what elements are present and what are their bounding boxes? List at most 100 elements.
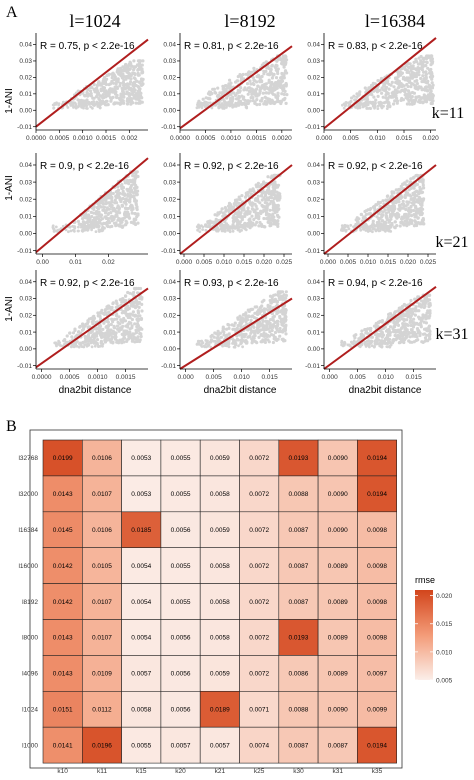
data-point xyxy=(102,89,106,94)
data-point xyxy=(101,225,105,229)
data-point xyxy=(409,298,413,303)
data-point xyxy=(250,315,254,319)
data-point xyxy=(228,104,232,108)
x-tick-label: 0.015 xyxy=(380,259,397,266)
heatmap-cell-label: 0.0058 xyxy=(210,635,230,642)
data-point xyxy=(128,330,132,334)
data-point xyxy=(219,335,223,339)
data-point xyxy=(83,212,87,216)
x-tick-label: 0.025 xyxy=(276,259,293,266)
data-point xyxy=(380,91,384,95)
data-point xyxy=(258,88,262,93)
data-point xyxy=(128,86,132,91)
data-point xyxy=(90,228,93,232)
heatmap-row-label: l16384 xyxy=(18,527,38,534)
data-point xyxy=(104,201,108,205)
heatmap-cell xyxy=(317,619,358,656)
data-point xyxy=(271,189,275,193)
data-point xyxy=(231,327,235,331)
data-point xyxy=(140,71,145,75)
data-point xyxy=(136,71,140,75)
data-point xyxy=(381,339,384,343)
data-point xyxy=(429,59,433,63)
data-point xyxy=(244,102,248,105)
data-point xyxy=(243,225,247,229)
heatmap-cell xyxy=(160,475,201,513)
data-point xyxy=(91,223,95,227)
data-point xyxy=(133,189,138,193)
data-point xyxy=(255,80,259,84)
x-tick-label: 0.010 xyxy=(360,259,377,266)
data-point xyxy=(403,215,407,219)
data-point xyxy=(114,221,118,225)
heatmap-cell-label: 0.0087 xyxy=(328,742,348,749)
heatmap-column-label: k31 xyxy=(333,768,344,775)
data-point xyxy=(366,228,369,231)
data-point xyxy=(115,324,120,328)
heatmap-cell-label: 0.0089 xyxy=(328,671,348,678)
data-point xyxy=(123,63,128,67)
data-point xyxy=(425,56,429,60)
data-point xyxy=(365,107,369,110)
heatmap-column-label: k20 xyxy=(175,768,186,775)
data-point xyxy=(86,220,90,225)
data-point xyxy=(131,310,135,314)
data-point xyxy=(414,96,418,100)
y-tick-label: 0.04 xyxy=(163,279,176,286)
data-point xyxy=(428,329,432,334)
heatmap-cell xyxy=(239,511,280,548)
data-point xyxy=(257,224,261,228)
data-point xyxy=(372,95,376,99)
data-point xyxy=(101,93,105,97)
data-point xyxy=(258,102,262,106)
data-point xyxy=(279,320,283,324)
data-point xyxy=(237,211,241,215)
data-point xyxy=(389,341,392,345)
data-point xyxy=(340,224,344,228)
data-point xyxy=(358,92,362,96)
data-point xyxy=(105,307,109,311)
data-point xyxy=(384,198,388,202)
data-point xyxy=(124,294,128,298)
data-point xyxy=(266,338,270,342)
data-point xyxy=(105,224,109,228)
heatmap-cell xyxy=(239,475,280,513)
data-point xyxy=(83,102,87,106)
data-point xyxy=(80,345,84,348)
x-tick-label: 0.002 xyxy=(121,135,138,142)
data-point xyxy=(379,105,383,108)
data-point xyxy=(357,337,361,341)
point-cloud xyxy=(340,293,432,349)
data-point xyxy=(344,102,347,106)
data-point xyxy=(87,317,91,321)
data-point xyxy=(374,228,377,232)
data-point xyxy=(134,305,138,309)
data-point xyxy=(386,208,391,212)
data-point xyxy=(427,327,431,331)
correlation-annotation: R = 0.81, p < 2.2e-16 xyxy=(184,41,279,52)
data-point xyxy=(410,320,415,325)
y-tick-label: 0.02 xyxy=(163,313,176,320)
data-point xyxy=(126,65,130,69)
data-point xyxy=(399,196,403,201)
data-point xyxy=(361,105,365,108)
data-point xyxy=(430,86,435,90)
data-point xyxy=(395,91,399,95)
data-point xyxy=(388,94,392,98)
data-point xyxy=(276,293,280,297)
data-point xyxy=(99,317,103,321)
data-point xyxy=(218,331,222,335)
data-point xyxy=(371,104,375,108)
data-point xyxy=(260,198,264,202)
data-point xyxy=(257,335,261,339)
data-point xyxy=(427,83,431,87)
heatmap-cell xyxy=(82,475,122,513)
data-point xyxy=(396,75,400,79)
data-point xyxy=(409,323,413,328)
data-point xyxy=(141,59,145,63)
heatmap-cell-label: 0.0185 xyxy=(131,527,151,534)
point-cloud xyxy=(195,54,289,110)
data-point xyxy=(410,310,415,314)
data-point xyxy=(413,313,417,317)
data-point xyxy=(209,334,213,339)
